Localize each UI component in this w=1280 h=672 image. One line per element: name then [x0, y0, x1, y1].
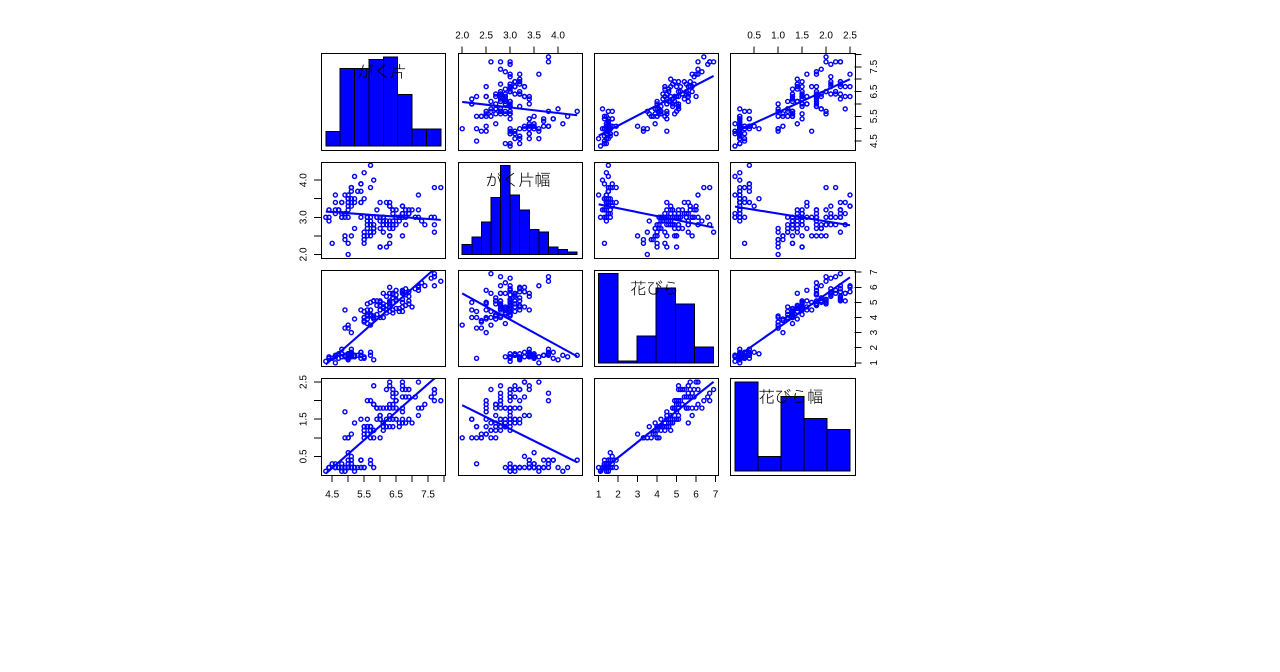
- svg-text:5: 5: [674, 490, 680, 501]
- svg-text:4.5: 4.5: [325, 490, 339, 501]
- svg-text:2: 2: [869, 345, 880, 351]
- svg-text:5.5: 5.5: [357, 490, 371, 501]
- svg-text:1.0: 1.0: [771, 30, 785, 41]
- svg-text:6: 6: [693, 490, 699, 501]
- svg-text:3.0: 3.0: [298, 210, 309, 224]
- svg-text:1: 1: [869, 360, 880, 366]
- svg-text:3.0: 3.0: [503, 30, 517, 41]
- svg-text:2.0: 2.0: [298, 247, 309, 261]
- svg-text:4.5: 4.5: [869, 134, 880, 148]
- svg-text:5.5: 5.5: [869, 109, 880, 123]
- svg-text:2.5: 2.5: [298, 375, 309, 389]
- svg-text:4: 4: [654, 490, 660, 501]
- svg-text:4.0: 4.0: [298, 173, 309, 187]
- svg-text:2.0: 2.0: [819, 30, 833, 41]
- svg-text:6: 6: [869, 284, 880, 290]
- svg-text:4.0: 4.0: [551, 30, 565, 41]
- svg-text:7.5: 7.5: [421, 490, 435, 501]
- svg-text:2.5: 2.5: [479, 30, 493, 41]
- svg-text:7.5: 7.5: [869, 59, 880, 73]
- svg-text:2: 2: [615, 490, 621, 501]
- svg-text:7: 7: [713, 490, 719, 501]
- svg-text:7: 7: [869, 269, 880, 275]
- svg-text:0.5: 0.5: [747, 30, 761, 41]
- svg-text:5: 5: [869, 299, 880, 305]
- svg-text:4: 4: [869, 314, 880, 320]
- svg-text:1: 1: [596, 490, 602, 501]
- svg-text:6.5: 6.5: [869, 84, 880, 98]
- svg-text:3.5: 3.5: [527, 30, 541, 41]
- svg-text:3: 3: [869, 329, 880, 335]
- svg-text:1.5: 1.5: [795, 30, 809, 41]
- svg-text:6.5: 6.5: [389, 490, 403, 501]
- svg-text:1.5: 1.5: [298, 412, 309, 426]
- svg-text:2.0: 2.0: [455, 30, 469, 41]
- svg-text:3: 3: [635, 490, 641, 501]
- svg-text:0.5: 0.5: [298, 449, 309, 463]
- svg-text:2.5: 2.5: [843, 30, 857, 41]
